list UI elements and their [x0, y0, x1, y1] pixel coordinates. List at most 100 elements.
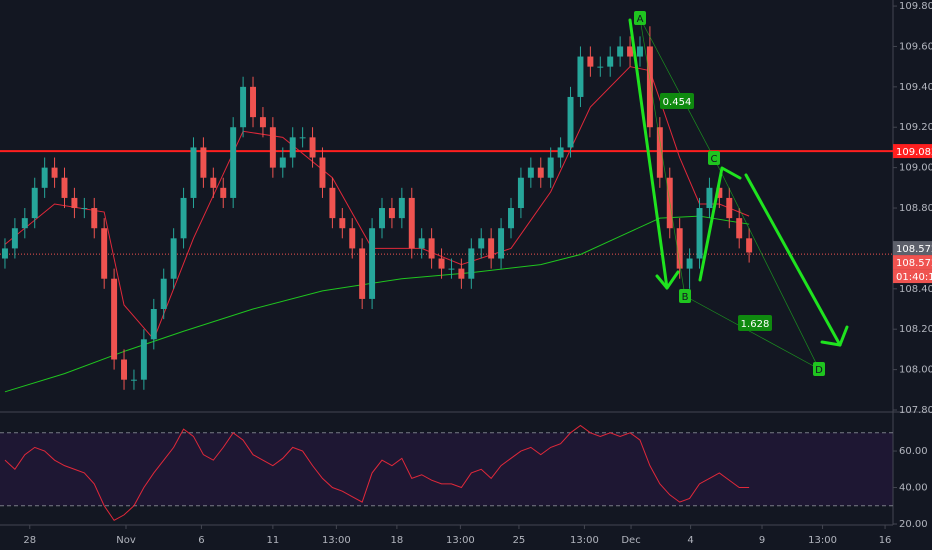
pattern-point-box [813, 362, 825, 376]
x-tick-label: 13:00 [322, 535, 351, 546]
y-tick-label: 108.400 [899, 284, 932, 295]
x-tick-label: 11 [266, 535, 279, 546]
candle-body [517, 177, 524, 209]
y-tick-label: 40.00 [899, 483, 928, 494]
candle-body [349, 228, 356, 249]
candle-body [746, 238, 753, 253]
candle-body [428, 238, 435, 259]
pattern-line [639, 17, 686, 297]
pattern-point-box [634, 11, 646, 25]
x-tick-label: 16 [879, 535, 892, 546]
candle-body [478, 238, 485, 249]
candle-body [200, 147, 207, 178]
y-tick-label: 109.000 [899, 163, 932, 174]
candle-body [359, 248, 366, 299]
candle-body [646, 46, 653, 128]
last-price-label: 108.572 [896, 258, 932, 269]
pattern-point-label: C [711, 154, 718, 165]
candle-body [448, 268, 455, 270]
candle-body [617, 46, 624, 57]
pattern-point-label: B [682, 292, 689, 303]
candle-body [379, 208, 385, 229]
candle-body [289, 137, 296, 158]
y-tick-label: 109.600 [899, 41, 932, 52]
y-tick-label: 108.200 [899, 324, 932, 335]
arrow-line [698, 166, 742, 282]
candle-body [190, 147, 197, 198]
countdown-label: 01:40:13 [896, 272, 932, 283]
candle-body [656, 127, 663, 178]
candle-body [101, 228, 108, 279]
candle-body [508, 208, 514, 229]
arrow-line [744, 173, 842, 347]
candle-body [41, 167, 48, 188]
candle-body [329, 187, 336, 219]
candle-body [269, 127, 276, 168]
pattern-line [684, 295, 820, 370]
candle-body [637, 46, 643, 57]
candle-body [111, 278, 118, 360]
candle-body [319, 157, 326, 188]
candle-body [627, 46, 634, 57]
candle-body [557, 147, 564, 158]
x-tick-label: 18 [391, 535, 404, 546]
candle-body [279, 157, 286, 168]
candle-body [230, 127, 237, 198]
ratio-label: 1.628 [741, 319, 770, 330]
candle-body [696, 208, 703, 259]
candle-body [250, 86, 256, 118]
candle-body [130, 379, 137, 381]
pattern-line [639, 17, 715, 159]
x-tick-label: Dec [621, 535, 640, 546]
candle-body [408, 197, 415, 249]
x-tick-label: 25 [513, 535, 526, 546]
candle-body [150, 309, 157, 340]
candle-body [91, 208, 98, 229]
pattern-point-box [708, 151, 720, 165]
candle-body [11, 228, 18, 249]
pattern-point-label: D [815, 365, 823, 376]
prev-close-label: 108.572 [896, 244, 932, 255]
candle-body [180, 197, 187, 239]
ratio-label: 0.454 [663, 97, 692, 108]
candle-body [676, 228, 683, 269]
rsi-line [4, 424, 750, 522]
candle-body [21, 218, 28, 229]
x-tick-label: 6 [198, 535, 204, 546]
candle-body [537, 167, 544, 178]
candle-body [299, 137, 306, 139]
arrow-line [628, 18, 669, 290]
x-tick-label: 4 [687, 535, 693, 546]
candle-body [31, 187, 38, 219]
resistance-label-box [893, 144, 932, 159]
pattern-line [713, 157, 820, 370]
arrow-head [655, 270, 680, 290]
x-tick-label: 9 [759, 535, 765, 546]
candle-body [309, 137, 316, 158]
y-tick-label: 20.00 [899, 519, 928, 530]
candle-body [240, 86, 247, 128]
candle-body [81, 208, 88, 210]
y-tick-label: 109.400 [899, 82, 932, 93]
candle-body [61, 177, 68, 198]
candle-body [686, 258, 693, 269]
x-tick-label: 13:00 [446, 535, 475, 546]
y-tick-label: 109.200 [899, 122, 932, 133]
candle-body [160, 278, 167, 310]
ratio-box [738, 315, 772, 331]
candle-body [587, 56, 594, 67]
candle-body [488, 238, 495, 259]
candle-body [567, 96, 574, 148]
pattern-point-label: A [637, 14, 644, 25]
prev-close-label-box [893, 241, 932, 256]
y-tick-label: 108.000 [899, 365, 932, 376]
candle-body [726, 197, 733, 219]
y-tick-label: 60.00 [899, 446, 928, 457]
y-tick-label: 107.800 [899, 405, 932, 416]
candle-body [369, 228, 376, 299]
candle-body [210, 177, 217, 188]
candle-body [736, 218, 743, 239]
candle-body [498, 228, 505, 259]
countdown-label-box [893, 269, 932, 284]
